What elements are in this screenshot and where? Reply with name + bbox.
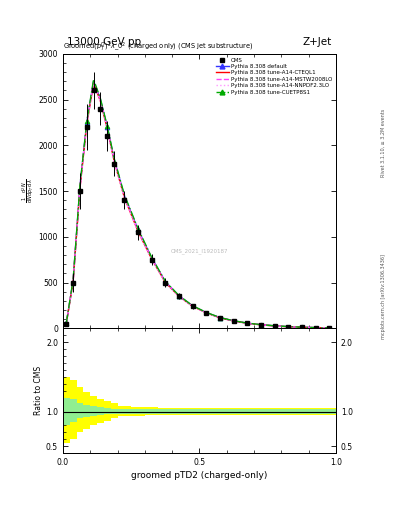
Text: CMS_2021_I1920187: CMS_2021_I1920187 xyxy=(171,249,228,254)
Text: mcplots.cern.ch [arXiv:1306.3436]: mcplots.cern.ch [arXiv:1306.3436] xyxy=(381,254,386,339)
Text: Z+Jet: Z+Jet xyxy=(303,37,332,47)
Y-axis label: $\frac{1}{\mathrm{d}N}\frac{\mathrm{d}^2N}{\mathrm{d}p_T\,\mathrm{d}\lambda}$: $\frac{1}{\mathrm{d}N}\frac{\mathrm{d}^2… xyxy=(21,179,37,203)
Text: Groomed$(p_T^D)^2\lambda\_0^2$ (charged only) (CMS jet substructure): Groomed$(p_T^D)^2\lambda\_0^2$ (charged … xyxy=(63,40,253,54)
X-axis label: groomed pTD2 (charged-only): groomed pTD2 (charged-only) xyxy=(131,471,268,480)
Text: Rivet 3.1.10, ≥ 3.2M events: Rivet 3.1.10, ≥ 3.2M events xyxy=(381,109,386,178)
Text: 13000 GeV pp: 13000 GeV pp xyxy=(67,37,141,47)
Y-axis label: Ratio to CMS: Ratio to CMS xyxy=(34,366,43,415)
Legend: CMS, Pythia 8.308 default, Pythia 8.308 tune-A14-CTEQL1, Pythia 8.308 tune-A14-M: CMS, Pythia 8.308 default, Pythia 8.308 … xyxy=(215,56,333,96)
